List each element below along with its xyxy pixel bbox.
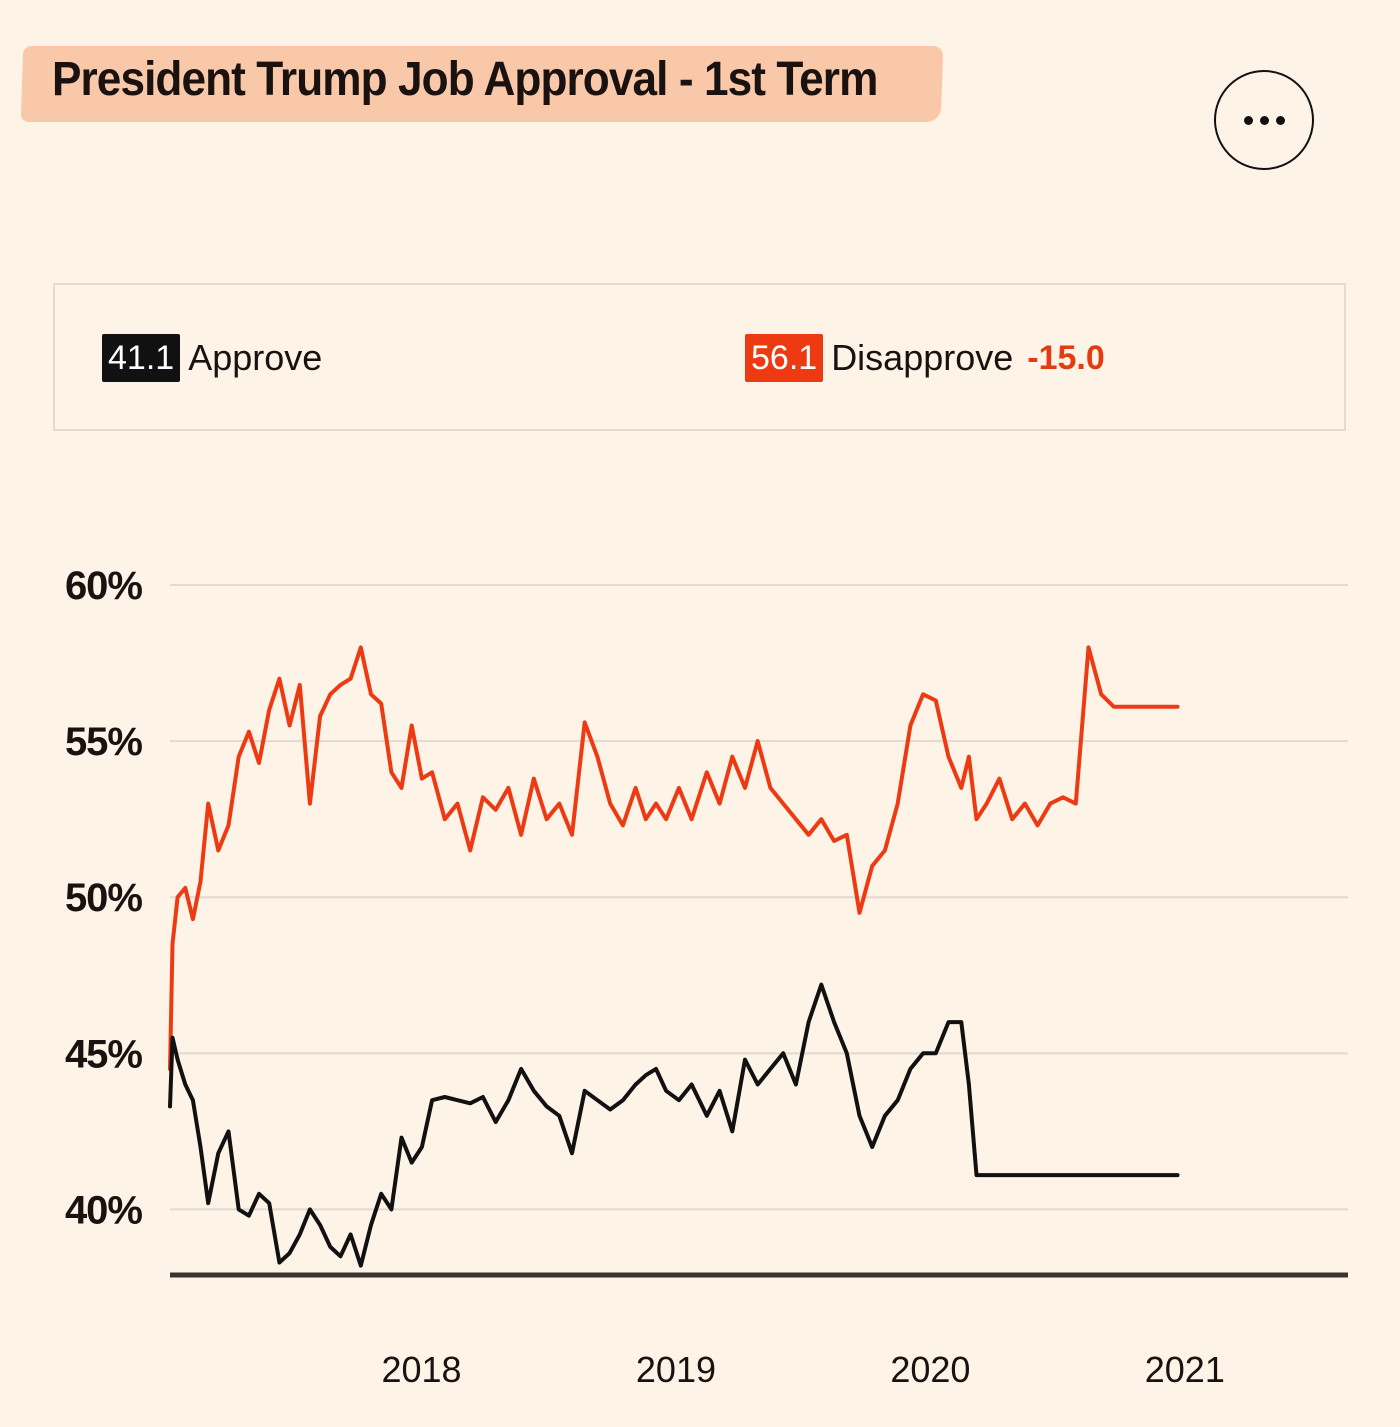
y-tick-label: 45% bbox=[65, 1032, 142, 1076]
legend-item-approve: 41.1 Approve bbox=[102, 334, 322, 382]
y-tick-label: 40% bbox=[65, 1188, 142, 1232]
page-title: President Trump Job Approval - 1st Term bbox=[52, 53, 878, 106]
legend-item-disapprove: 56.1 Disapprove -15.0 bbox=[745, 334, 1105, 382]
x-tick-label: 2020 bbox=[890, 1349, 970, 1390]
x-tick-label: 2018 bbox=[381, 1349, 461, 1390]
x-tick-label: 2019 bbox=[636, 1349, 716, 1390]
more-options-button[interactable] bbox=[1214, 70, 1314, 170]
net-spread-value: -15.0 bbox=[1027, 338, 1105, 377]
series-line-approve bbox=[168, 982, 1180, 1268]
disapprove-label: Disapprove bbox=[831, 337, 1014, 378]
approve-value-badge: 41.1 bbox=[102, 334, 181, 382]
disapprove-value-badge: 56.1 bbox=[745, 334, 824, 382]
legend-panel: 41.1 Approve 56.1 Disapprove -15.0 bbox=[53, 283, 1346, 431]
y-tick-label: 55% bbox=[65, 720, 142, 764]
y-tick-label: 60% bbox=[65, 564, 142, 608]
more-horizontal-icon bbox=[1243, 115, 1285, 125]
series-line-disapprove bbox=[168, 645, 1180, 1071]
y-tick-label: 50% bbox=[65, 876, 142, 920]
approve-label: Approve bbox=[188, 337, 323, 378]
x-tick-label: 2021 bbox=[1145, 1349, 1225, 1390]
